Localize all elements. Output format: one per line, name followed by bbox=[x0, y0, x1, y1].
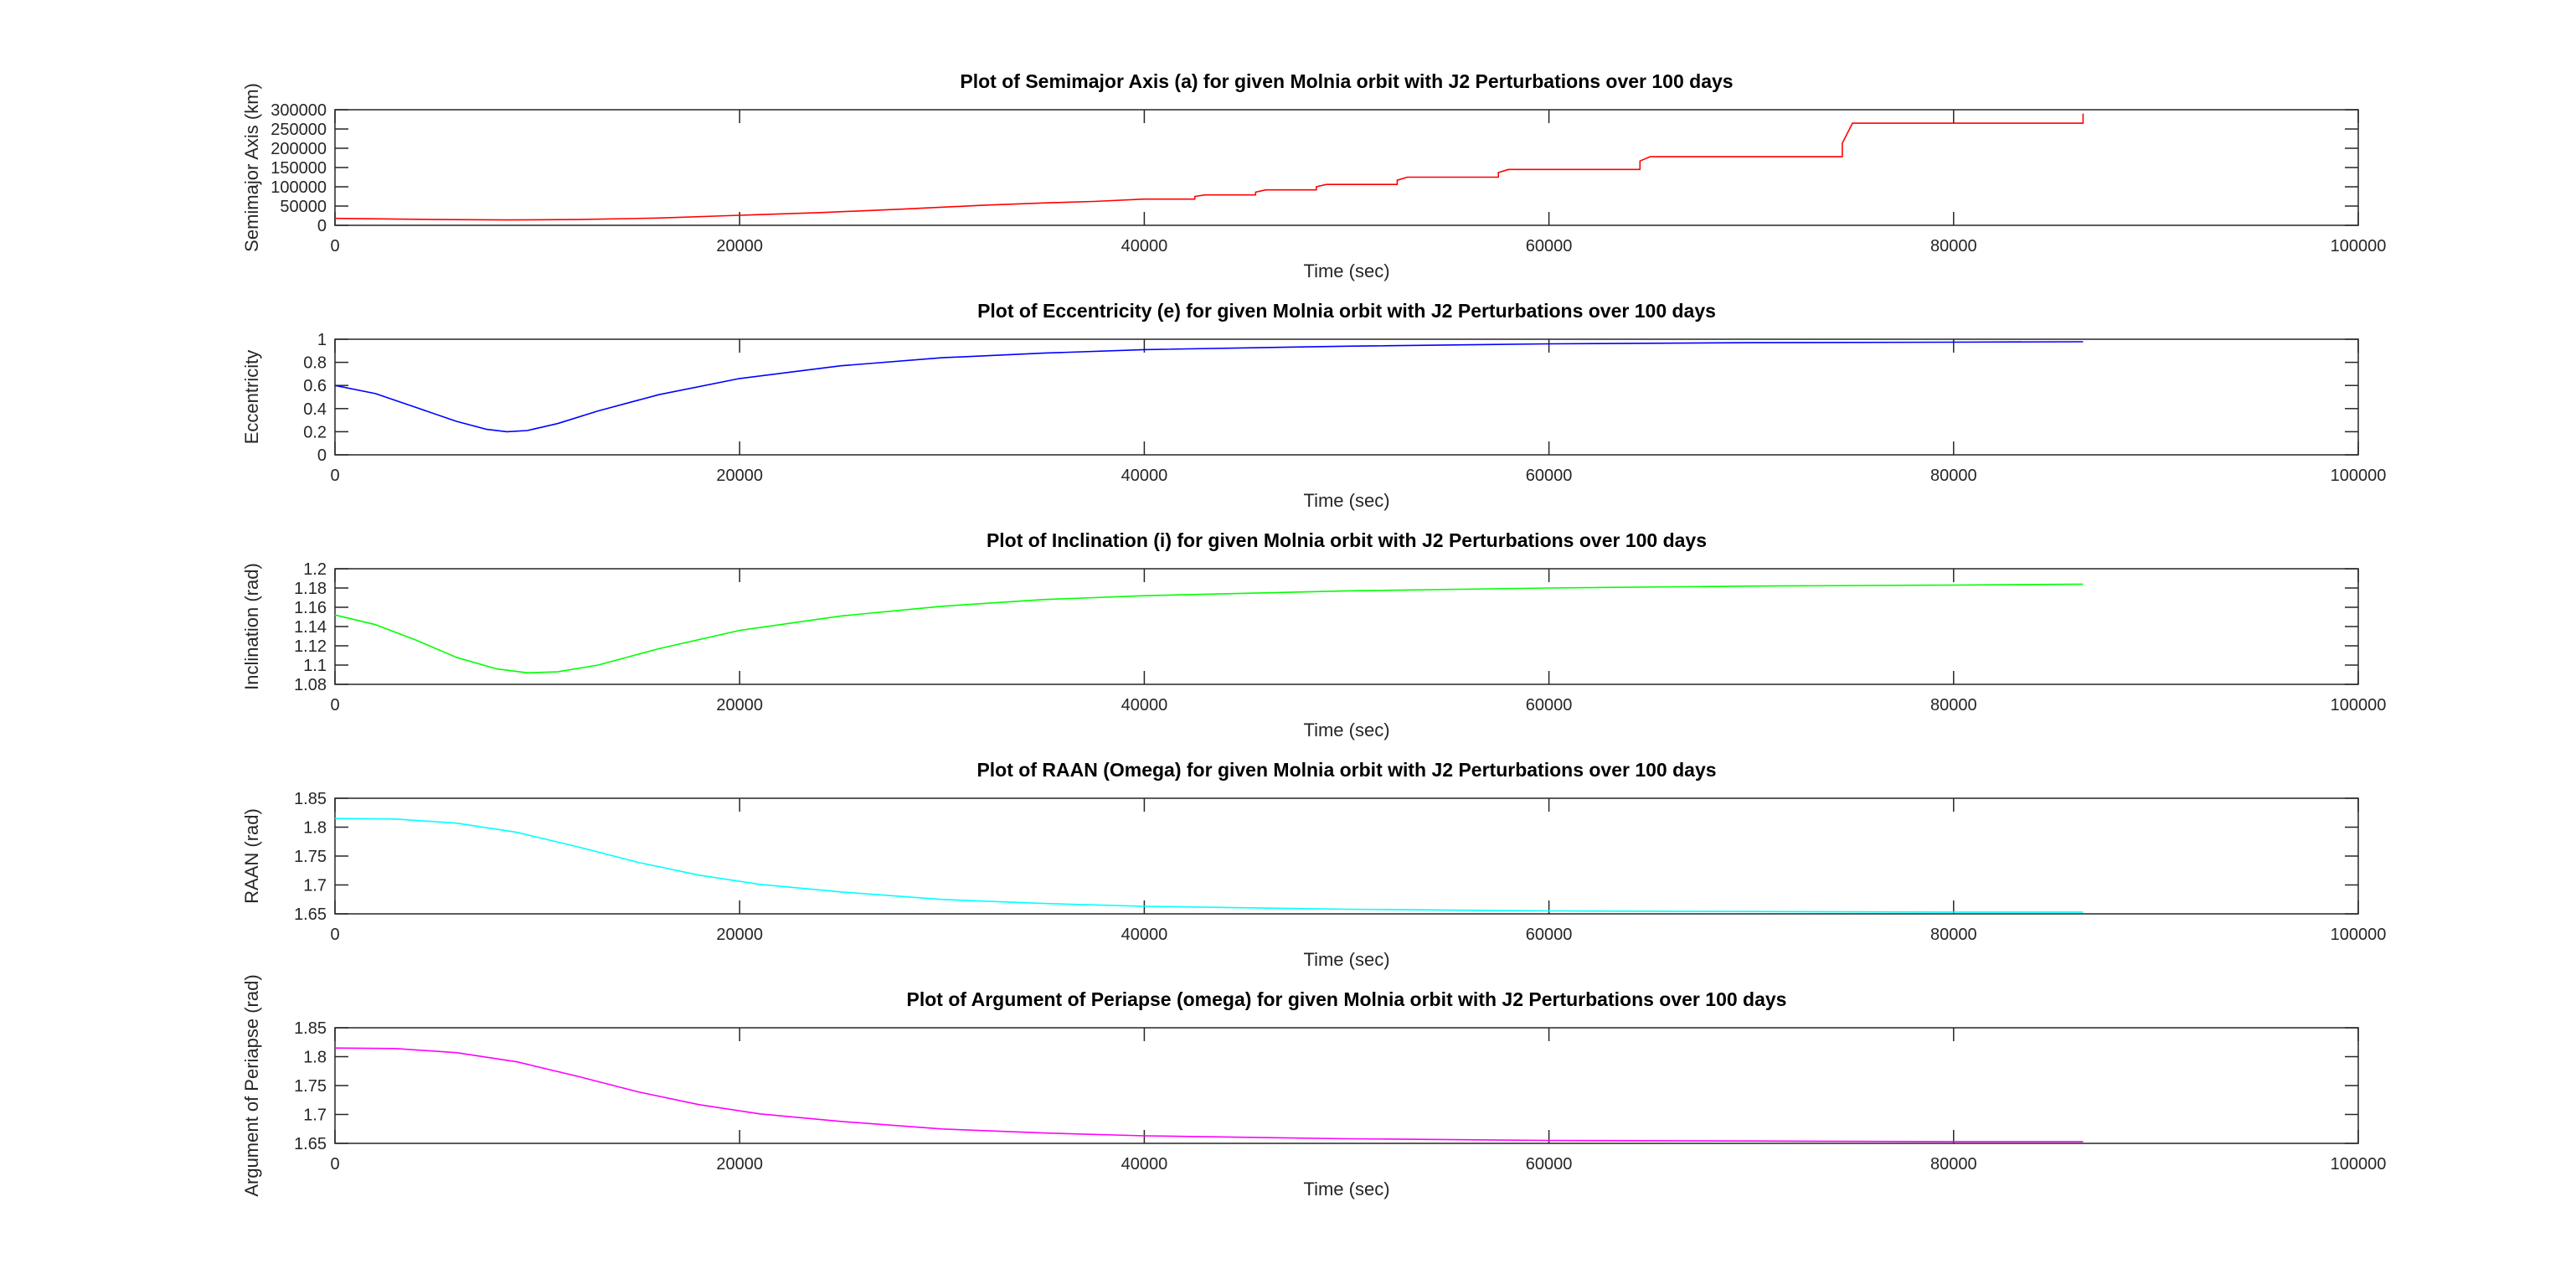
subplot-3: 0 20000 40000 60000 80000 1000001.081.11.121.… bbox=[241, 529, 2386, 740]
subplot-4: 0 20000 40000 60000 80000 100000 1.65 1.7 1.75 1.… bbox=[241, 759, 2386, 970]
y-axis-label: Eccentricity bbox=[241, 350, 262, 444]
chart-title: Plot of Argument of Periapse (omega) for… bbox=[907, 988, 1787, 1010]
series-line-1 bbox=[334, 1047, 2084, 1143]
y-tick-label: 100000 bbox=[270, 178, 327, 197]
x-tick-label: 0 bbox=[330, 926, 339, 944]
y-tick-label: 1.12 bbox=[294, 637, 327, 656]
y-tick-label: 1.14 bbox=[294, 618, 327, 637]
y-tick-label: 1.16 bbox=[294, 599, 327, 617]
x-tick-label: 40000 bbox=[1121, 1155, 1168, 1174]
axes-box bbox=[334, 338, 2359, 456]
x-tick-label: 0 bbox=[330, 467, 339, 485]
series-line-1 bbox=[334, 341, 2084, 433]
y-tick-label: 0.6 bbox=[303, 377, 327, 395]
x-tick-label: 60000 bbox=[1526, 696, 1573, 714]
y-tick-label: 1.65 bbox=[294, 1135, 327, 1153]
y-axis-label: Inclination (rad) bbox=[241, 563, 262, 690]
y-axis-label: Argument of Periapse (rad) bbox=[241, 974, 262, 1196]
x-tick-label: 100000 bbox=[2331, 467, 2387, 485]
x-tick-label: 40000 bbox=[1121, 926, 1168, 944]
x-tick-label: 0 bbox=[330, 696, 339, 714]
y-tick-label: 1.65 bbox=[294, 905, 327, 924]
y-tick-label: 1.2 bbox=[303, 560, 327, 579]
y-tick-label: 0.2 bbox=[303, 423, 327, 441]
y-axis-label: Semimajor Axis (km) bbox=[241, 83, 262, 252]
x-tick-label: 0 bbox=[330, 237, 339, 255]
y-tick-label: 0.8 bbox=[303, 354, 327, 373]
x-tick-label: 20000 bbox=[716, 926, 763, 944]
x-tick-label: 80000 bbox=[1930, 1155, 1977, 1174]
y-tick-label: 1.75 bbox=[294, 1077, 327, 1096]
subplot-1: 0 20000 40000 60000 80000 1000000500001000001… bbox=[241, 70, 2386, 281]
axes-box bbox=[334, 568, 2359, 685]
x-tick-label: 40000 bbox=[1121, 696, 1168, 714]
series-line-1 bbox=[334, 583, 2084, 673]
axes-box bbox=[334, 797, 2359, 915]
x-tick-label: 20000 bbox=[716, 696, 763, 714]
x-tick-label: 20000 bbox=[716, 1155, 763, 1174]
y-tick-label: 1.75 bbox=[294, 848, 327, 866]
series-line-1 bbox=[334, 818, 2084, 913]
chart-title: Plot of Eccentricity (e) for given Molni… bbox=[977, 300, 1716, 322]
y-tick-label: 1.8 bbox=[303, 1049, 327, 1067]
x-tick-label: 40000 bbox=[1121, 467, 1168, 485]
x-tick-label: 100000 bbox=[2331, 926, 2387, 944]
y-tick-label: 150000 bbox=[270, 159, 327, 178]
x-tick-label: 80000 bbox=[1930, 926, 1977, 944]
x-tick-label: 80000 bbox=[1930, 696, 1977, 714]
x-axis-label: Time (sec) bbox=[1303, 261, 1389, 281]
chart-title: Plot of Semimajor Axis (a) for given Mol… bbox=[960, 70, 1733, 92]
chart-title: Plot of RAAN (Omega) for given Molnia or… bbox=[976, 759, 1716, 781]
y-tick-label: 1.8 bbox=[303, 819, 327, 838]
axes-box bbox=[334, 109, 2359, 226]
x-tick-label: 20000 bbox=[716, 237, 763, 255]
y-tick-label: 300000 bbox=[270, 101, 327, 120]
x-tick-label: 60000 bbox=[1526, 237, 1573, 255]
y-tick-label: 50000 bbox=[280, 198, 327, 216]
y-tick-label: 1 bbox=[317, 331, 327, 349]
chart-title: Plot of Inclination (i) for given Molnia… bbox=[987, 529, 1707, 551]
x-tick-label: 0 bbox=[330, 1155, 339, 1174]
y-tick-label: 1.85 bbox=[294, 1019, 327, 1038]
x-axis-label: Time (sec) bbox=[1303, 490, 1389, 511]
x-axis-label: Time (sec) bbox=[1303, 720, 1389, 740]
axes-box bbox=[334, 1027, 2359, 1144]
y-tick-label: 1.08 bbox=[294, 676, 327, 694]
x-axis-label: Time (sec) bbox=[1303, 1179, 1389, 1199]
y-tick-label: 1.7 bbox=[303, 877, 327, 895]
subplot-2: 0 20000 40000 60000 80000 100000 0 0.2 0.4 0.6 0.8… bbox=[241, 300, 2386, 511]
x-tick-label: 20000 bbox=[716, 467, 763, 485]
x-tick-label: 100000 bbox=[2331, 1155, 2387, 1174]
series-line-1 bbox=[334, 113, 2084, 221]
y-tick-label: 1.85 bbox=[294, 790, 327, 808]
y-tick-label: 250000 bbox=[270, 121, 327, 139]
y-tick-label: 1.18 bbox=[294, 580, 327, 598]
x-tick-label: 60000 bbox=[1526, 467, 1573, 485]
y-tick-label: 0.4 bbox=[303, 400, 327, 419]
y-tick-label: 200000 bbox=[270, 140, 327, 158]
y-axis-label: RAAN (rad) bbox=[241, 808, 262, 904]
x-tick-label: 60000 bbox=[1526, 926, 1573, 944]
y-tick-label: 1.1 bbox=[303, 657, 327, 675]
y-tick-label: 0 bbox=[317, 217, 327, 235]
x-tick-label: 40000 bbox=[1121, 237, 1168, 255]
y-tick-label: 0 bbox=[317, 446, 327, 465]
subplot-5: 0 20000 40000 60000 80000 100000 1.65 1.7 1.75 1.… bbox=[241, 974, 2386, 1199]
x-axis-label: Time (sec) bbox=[1303, 949, 1389, 970]
x-tick-label: 100000 bbox=[2331, 696, 2387, 714]
x-tick-label: 60000 bbox=[1526, 1155, 1573, 1174]
x-tick-label: 80000 bbox=[1930, 467, 1977, 485]
x-tick-label: 100000 bbox=[2331, 237, 2387, 255]
x-tick-label: 80000 bbox=[1930, 237, 1977, 255]
y-tick-label: 1.7 bbox=[303, 1107, 327, 1125]
